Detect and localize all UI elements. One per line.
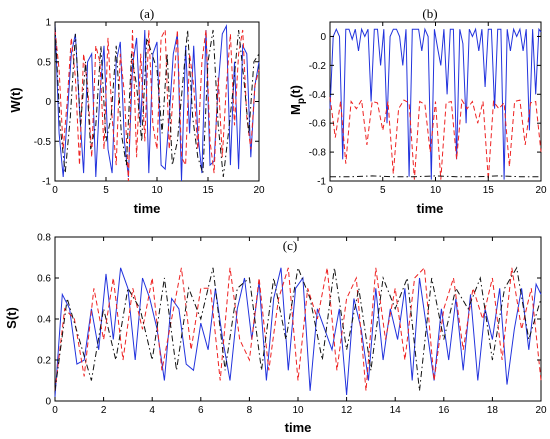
x-tick-label: 2 (101, 405, 107, 416)
series-line-solid (54, 21, 260, 182)
series-line-dashed (329, 97, 542, 180)
y-tick-label: 1 (45, 18, 51, 29)
x-tick-label: 10 (292, 405, 304, 416)
series-line-dashdot (54, 25, 260, 178)
x-tick-label: 0 (52, 185, 58, 196)
panel-a-xlabel: time (134, 201, 161, 216)
x-tick-label: 15 (483, 185, 495, 196)
x-tick-label: 0 (52, 405, 58, 416)
y-tick-label: 0 (45, 97, 51, 108)
y-tick-label: -0.4 (309, 90, 327, 101)
series-line-dashed (54, 266, 542, 391)
y-tick-label: 0.5 (37, 57, 51, 68)
x-tick-label: 12 (341, 405, 353, 416)
x-tick-label: 6 (198, 405, 204, 416)
series-line-solid (329, 27, 542, 180)
x-tick-label: 14 (390, 405, 402, 416)
y-tick-label: -1 (42, 177, 51, 188)
series-line-dashdot (54, 265, 542, 391)
y-tick-label: 0 (320, 32, 326, 43)
y-tick-label: -1 (317, 177, 326, 188)
svg-text:Mp(t): Mp(t) (288, 85, 307, 115)
panel-b: (b) time Mp(t) 0 5 10 15 20 -1 -0.8 -0.6 -0.4 -0.… (288, 6, 547, 216)
series-line-dashdot (330, 175, 541, 178)
series-line-solid (54, 267, 542, 397)
x-tick-label: 20 (253, 185, 265, 196)
panel-a-title: (a) (140, 6, 154, 21)
x-tick-label: 5 (103, 185, 109, 196)
x-tick-label: 20 (535, 185, 547, 196)
y-tick-label: -0.2 (309, 61, 327, 72)
x-tick-label: 20 (535, 405, 547, 416)
y-tick-label: -0.6 (309, 119, 327, 130)
y-tick-label: -0.5 (34, 137, 52, 148)
panel-a-ylabel: W(t) (8, 87, 23, 112)
y-tick-label: 0.8 (37, 233, 51, 244)
x-tick-label: 10 (430, 185, 442, 196)
panel-b-xlabel: time (417, 201, 444, 216)
panel-c: (c) time S(t) 0 2 4 6 8 10 12 14 16 18 20 0 0.2 0.4 0.… (4, 233, 547, 436)
x-tick-label: 10 (151, 185, 163, 196)
x-tick-label: 0 (327, 185, 333, 196)
x-tick-label: 18 (487, 405, 499, 416)
panel-c-title: (c) (283, 238, 297, 253)
series-line-dashed (54, 28, 260, 182)
panel-c-xlabel: time (285, 420, 312, 435)
x-tick-label: 4 (149, 405, 155, 416)
y-tick-label: 0.2 (37, 356, 51, 367)
x-tick-label: 5 (380, 185, 386, 196)
panel-c-ylabel: S(t) (4, 307, 19, 329)
x-tick-label: 8 (247, 405, 253, 416)
panel-a: (a) time W(t) 0 5 10 15 20 -1 -0.5 0 0.5 1 (8, 6, 265, 216)
x-tick-label: 15 (202, 185, 214, 196)
y-tick-label: 0.4 (37, 315, 51, 326)
x-tick-label: 16 (438, 405, 450, 416)
y-tick-label: 0 (45, 397, 51, 408)
panel-b-title: (b) (422, 6, 437, 21)
y-tick-label: -0.8 (309, 148, 327, 159)
y-tick-label: 0.6 (37, 274, 51, 285)
panel-b-ylabel: Mp(t) (288, 85, 307, 115)
